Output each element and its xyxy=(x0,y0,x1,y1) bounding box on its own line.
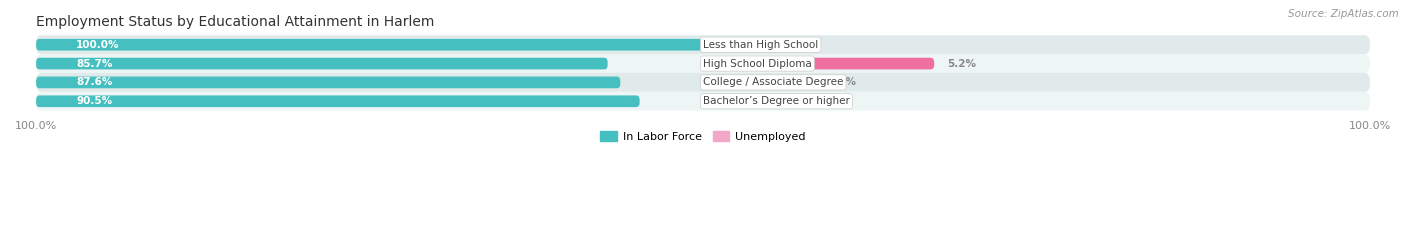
Text: Source: ZipAtlas.com: Source: ZipAtlas.com xyxy=(1288,9,1399,19)
FancyBboxPatch shape xyxy=(703,77,814,88)
Text: 5.2%: 5.2% xyxy=(948,58,977,69)
Text: 0.0%: 0.0% xyxy=(716,96,745,106)
FancyBboxPatch shape xyxy=(37,39,703,51)
Text: 100.0%: 100.0% xyxy=(76,40,120,50)
Text: College / Associate Degree: College / Associate Degree xyxy=(703,77,844,87)
FancyBboxPatch shape xyxy=(37,95,640,107)
FancyBboxPatch shape xyxy=(703,58,934,69)
Text: High School Diploma: High School Diploma xyxy=(703,58,811,69)
FancyBboxPatch shape xyxy=(37,92,1369,111)
Text: 0.0%: 0.0% xyxy=(716,40,745,50)
Text: 2.5%: 2.5% xyxy=(828,77,856,87)
FancyBboxPatch shape xyxy=(37,73,1369,92)
FancyBboxPatch shape xyxy=(37,54,1369,73)
Text: Less than High School: Less than High School xyxy=(703,40,818,50)
Legend: In Labor Force, Unemployed: In Labor Force, Unemployed xyxy=(596,127,810,146)
FancyBboxPatch shape xyxy=(37,35,1369,54)
Text: Employment Status by Educational Attainment in Harlem: Employment Status by Educational Attainm… xyxy=(37,15,434,29)
Text: 87.6%: 87.6% xyxy=(76,77,112,87)
FancyBboxPatch shape xyxy=(37,58,607,69)
Text: 85.7%: 85.7% xyxy=(76,58,112,69)
Text: 90.5%: 90.5% xyxy=(76,96,112,106)
Text: Bachelor’s Degree or higher: Bachelor’s Degree or higher xyxy=(703,96,849,106)
FancyBboxPatch shape xyxy=(37,77,620,88)
